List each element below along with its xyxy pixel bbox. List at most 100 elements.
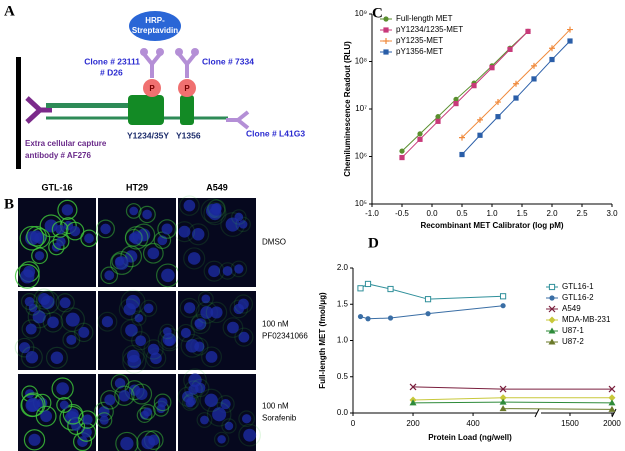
legend-label: pY1234/1235-MET bbox=[396, 25, 463, 34]
nucleus bbox=[164, 336, 175, 346]
cell-membrane bbox=[229, 299, 249, 319]
point bbox=[507, 46, 513, 52]
cell-membrane bbox=[181, 394, 198, 411]
cell-membrane bbox=[157, 219, 177, 239]
legend-label: Full-length MET bbox=[396, 14, 453, 23]
point bbox=[471, 83, 477, 89]
x-tick-label: 1500 bbox=[561, 419, 579, 428]
series-line bbox=[413, 386, 612, 390]
cell-membrane bbox=[199, 388, 223, 412]
series-line bbox=[360, 283, 504, 300]
cell-membrane bbox=[120, 319, 143, 342]
nucleus bbox=[56, 382, 69, 395]
cell-membrane bbox=[100, 266, 119, 285]
legend-marker bbox=[548, 283, 556, 291]
nucleus bbox=[143, 303, 154, 314]
nucleus bbox=[217, 435, 226, 444]
y-tick-label: 0.5 bbox=[337, 372, 349, 381]
cell-membrane bbox=[176, 323, 195, 342]
detection-antibody bbox=[142, 52, 162, 78]
nucleus bbox=[115, 256, 129, 270]
point bbox=[499, 394, 507, 402]
point bbox=[399, 154, 405, 161]
membrane bbox=[16, 57, 21, 169]
y-tick-label: 10⁶ bbox=[355, 152, 367, 161]
point bbox=[513, 80, 519, 87]
nucleus bbox=[104, 270, 115, 281]
cell-membrane bbox=[136, 430, 161, 451]
point bbox=[357, 285, 364, 292]
x-tick-label: -1.0 bbox=[365, 209, 379, 218]
nucleus bbox=[147, 247, 160, 260]
cell-membrane bbox=[48, 239, 65, 256]
point bbox=[608, 394, 616, 402]
nucleus bbox=[161, 268, 175, 283]
nucleus bbox=[40, 410, 53, 423]
kinase-domain bbox=[128, 95, 164, 125]
x-axis-title: Protein Load (ng/well) bbox=[428, 433, 512, 442]
cell-membrane bbox=[183, 393, 200, 410]
point bbox=[549, 56, 555, 63]
point bbox=[387, 285, 394, 293]
nucleus bbox=[200, 415, 209, 425]
nucleus bbox=[237, 298, 249, 310]
point bbox=[489, 65, 495, 71]
cell-membrane bbox=[62, 404, 84, 425]
nucleus bbox=[38, 292, 51, 305]
nucleus bbox=[201, 294, 211, 304]
cell-membrane bbox=[190, 313, 211, 335]
x-tick-label: 2000 bbox=[603, 419, 621, 428]
point bbox=[477, 116, 483, 123]
nucleus bbox=[225, 217, 240, 232]
site-label: Y1234/35Y bbox=[127, 130, 169, 140]
cell-membrane bbox=[140, 299, 158, 317]
nucleus bbox=[147, 343, 160, 356]
nucleus bbox=[135, 388, 148, 400]
nucleus bbox=[180, 327, 191, 339]
nucleus bbox=[25, 323, 37, 335]
nucleus bbox=[163, 327, 172, 336]
nucleus bbox=[59, 297, 71, 309]
chart: 0 200 400 1500 2000 0.0 0.5 1.0 1.5 2.0 Protein Lo… bbox=[318, 263, 621, 442]
legend-label: U87-2 bbox=[562, 337, 584, 346]
cell-membrane bbox=[96, 219, 115, 239]
nucleus bbox=[26, 397, 41, 412]
cell-membrane bbox=[197, 290, 214, 307]
nucleus bbox=[129, 206, 139, 216]
cell-membrane bbox=[14, 337, 35, 358]
cell-membrane bbox=[136, 407, 153, 423]
point bbox=[567, 38, 573, 44]
point bbox=[531, 76, 537, 82]
cell-membrane bbox=[100, 390, 120, 410]
cell-membrane bbox=[19, 225, 45, 251]
nucleus bbox=[241, 414, 252, 424]
legend-marker bbox=[383, 49, 389, 55]
nucleus bbox=[188, 384, 199, 395]
row-label: 100 nM bbox=[262, 320, 289, 329]
cell-membrane bbox=[179, 195, 200, 216]
nucleus bbox=[59, 400, 69, 410]
point bbox=[567, 26, 573, 33]
legend-marker bbox=[548, 305, 556, 313]
series-line bbox=[413, 401, 612, 404]
nucleus bbox=[238, 331, 250, 343]
y-tick-label: 10⁸ bbox=[355, 57, 367, 66]
point bbox=[499, 405, 507, 412]
legend-label: U87-1 bbox=[562, 326, 584, 335]
y-axis-title: Full-length MET (fmol/μg) bbox=[318, 292, 327, 389]
hrp-node bbox=[129, 11, 181, 41]
point bbox=[499, 398, 507, 405]
cell-membrane bbox=[234, 327, 254, 347]
point bbox=[500, 303, 506, 309]
legend-marker bbox=[548, 338, 556, 345]
cell-membrane bbox=[138, 205, 156, 224]
cell-membrane bbox=[114, 385, 135, 406]
point bbox=[425, 311, 431, 317]
cell-membrane bbox=[205, 301, 228, 324]
nucleus bbox=[30, 230, 43, 243]
x-tick-label: 2.0 bbox=[546, 209, 558, 218]
nucleus bbox=[34, 251, 45, 261]
clone-label: Clone # 7334 bbox=[202, 56, 254, 66]
cell-membrane bbox=[221, 418, 237, 434]
nucleus bbox=[187, 252, 201, 265]
